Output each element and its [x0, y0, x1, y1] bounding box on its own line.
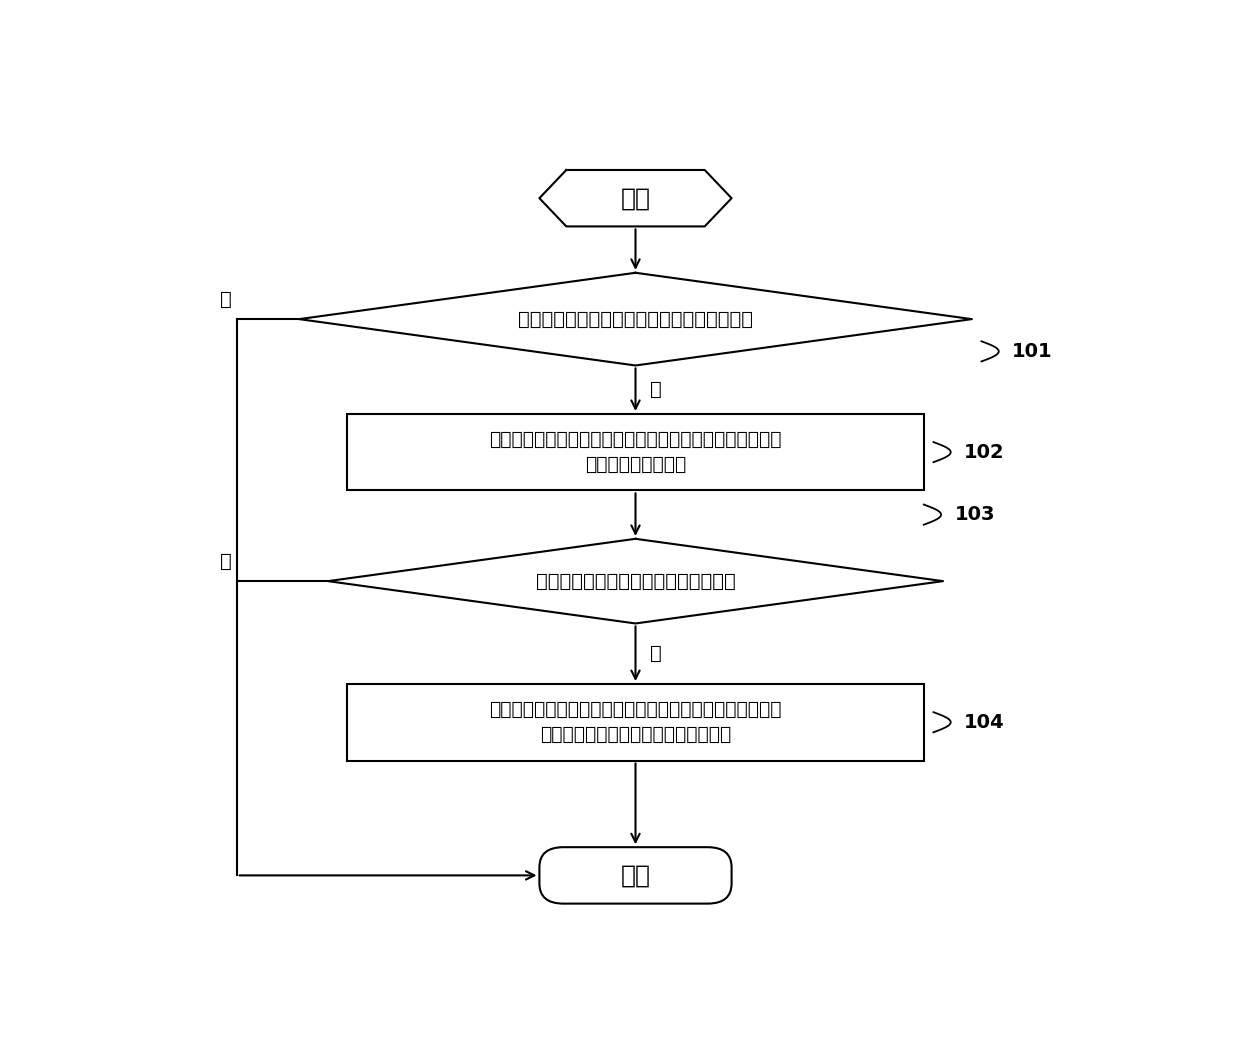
FancyBboxPatch shape: [347, 684, 924, 760]
Text: 103: 103: [955, 505, 994, 525]
Text: 判断所述移动终端的开机流程是否完成: 判断所述移动终端的开机流程是否完成: [536, 572, 735, 591]
Polygon shape: [299, 273, 972, 365]
Polygon shape: [539, 170, 732, 226]
Text: 是: 是: [650, 644, 662, 663]
FancyBboxPatch shape: [539, 847, 732, 904]
Text: 102: 102: [965, 443, 1004, 462]
Text: 否: 否: [221, 552, 232, 571]
Text: 结束: 结束: [620, 864, 651, 888]
FancyBboxPatch shape: [347, 414, 924, 490]
Text: 104: 104: [965, 713, 1004, 732]
Text: 当所述移动终端的开机流程完成时，根据所述运行信息，恢
复所述所有运行的应用程序的运行状态: 当所述移动终端的开机流程完成时，根据所述运行信息，恢 复所述所有运行的应用程序的…: [490, 700, 781, 744]
Text: 是: 是: [650, 380, 662, 399]
Text: 当移动终端满足预设数据恢复触发条件时，存储所有运行的
应用程序的运行信息: 当移动终端满足预设数据恢复触发条件时，存储所有运行的 应用程序的运行信息: [490, 430, 781, 474]
Text: 判断移动终端是否满足预设数据恢复触发条件: 判断移动终端是否满足预设数据恢复触发条件: [518, 310, 753, 329]
Polygon shape: [327, 539, 944, 623]
Text: 开始: 开始: [620, 186, 651, 210]
Text: 101: 101: [1012, 342, 1053, 361]
Text: 否: 否: [221, 289, 232, 309]
